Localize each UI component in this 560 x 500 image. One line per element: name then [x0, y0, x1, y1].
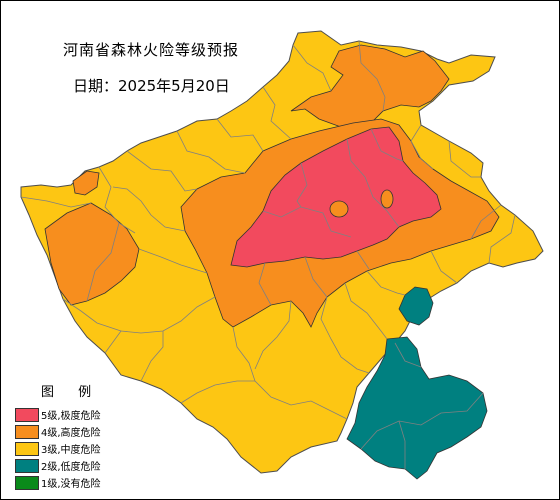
level-2-swatch: [15, 458, 39, 473]
county-boundary: [344, 282, 388, 340]
legend-label-level-1: 1级,没有危险: [41, 479, 101, 490]
county-boundary: [394, 342, 422, 368]
county-boundary: [360, 392, 484, 450]
county-boundary: [62, 298, 122, 332]
central-level-5-zone: [230, 126, 442, 268]
legend-item-level-4: 4级,高度危险: [15, 423, 155, 440]
legend: 图 例 5级,极度危险 4级,高度危险 3级,中度危险 2级,低度危险 1级,没…: [15, 381, 155, 491]
county-boundary: [448, 140, 481, 178]
county-boundary: [258, 262, 272, 306]
county-boundary: [366, 270, 406, 296]
county-boundary: [262, 86, 292, 140]
legend-label-level-4: 4级,高度危险: [41, 428, 101, 439]
map-title: 河南省森林火险等级预报: [63, 41, 240, 59]
county-boundaries: [20, 40, 516, 469]
county-boundary: [430, 250, 458, 284]
county-boundary: [216, 118, 264, 152]
county-boundary: [358, 40, 386, 112]
level-4-island-west: [329, 200, 349, 218]
county-boundary: [138, 248, 208, 274]
legend-item-level-1: 1级,没有危险: [15, 474, 155, 491]
level-3-swatch: [15, 441, 39, 456]
county-boundary: [410, 124, 434, 170]
legend-item-level-3: 3级,中度危险: [15, 440, 155, 457]
county-boundary: [356, 250, 370, 270]
legend-title: 图 例: [41, 385, 102, 400]
level-4-island-east: [380, 189, 394, 209]
county-boundary: [346, 138, 400, 228]
county-boundary: [126, 150, 198, 192]
county-boundary: [370, 128, 404, 162]
county-boundary: [470, 204, 502, 240]
legend-item-level-5: 5级,极度危险: [15, 406, 155, 423]
legend-label-level-2: 2级,低度危险: [41, 462, 101, 473]
west-level-4-zone: [44, 202, 140, 306]
county-boundary: [20, 196, 92, 208]
northwest-level-4-spot: [72, 170, 100, 196]
county-boundary: [86, 222, 120, 302]
legend-label-level-3: 3级,中度危险: [41, 445, 101, 456]
south-level-2-zone: [346, 336, 488, 480]
county-boundary: [98, 166, 136, 234]
county-boundary: [254, 300, 292, 370]
county-boundary: [180, 380, 255, 404]
county-boundary: [112, 186, 186, 232]
county-boundary: [262, 206, 352, 238]
legend-item-level-2: 2级,低度危险: [15, 457, 155, 474]
county-boundary: [304, 256, 328, 298]
county-boundary: [398, 420, 406, 469]
county-boundary: [140, 331, 164, 382]
county-boundary: [232, 326, 348, 420]
county-boundary: [176, 130, 246, 174]
forecast-date: 日期：2025年5月20日: [73, 77, 230, 95]
county-boundary: [292, 44, 332, 92]
east-level-2-spot: [398, 286, 434, 326]
county-boundary: [320, 296, 370, 374]
level-1-swatch: [15, 475, 39, 490]
level-5-swatch: [15, 407, 39, 422]
legend-label-level-5: 5级,极度危险: [41, 411, 101, 422]
county-boundary: [296, 162, 308, 208]
level-4-swatch: [15, 424, 39, 439]
county-boundary: [488, 214, 516, 264]
